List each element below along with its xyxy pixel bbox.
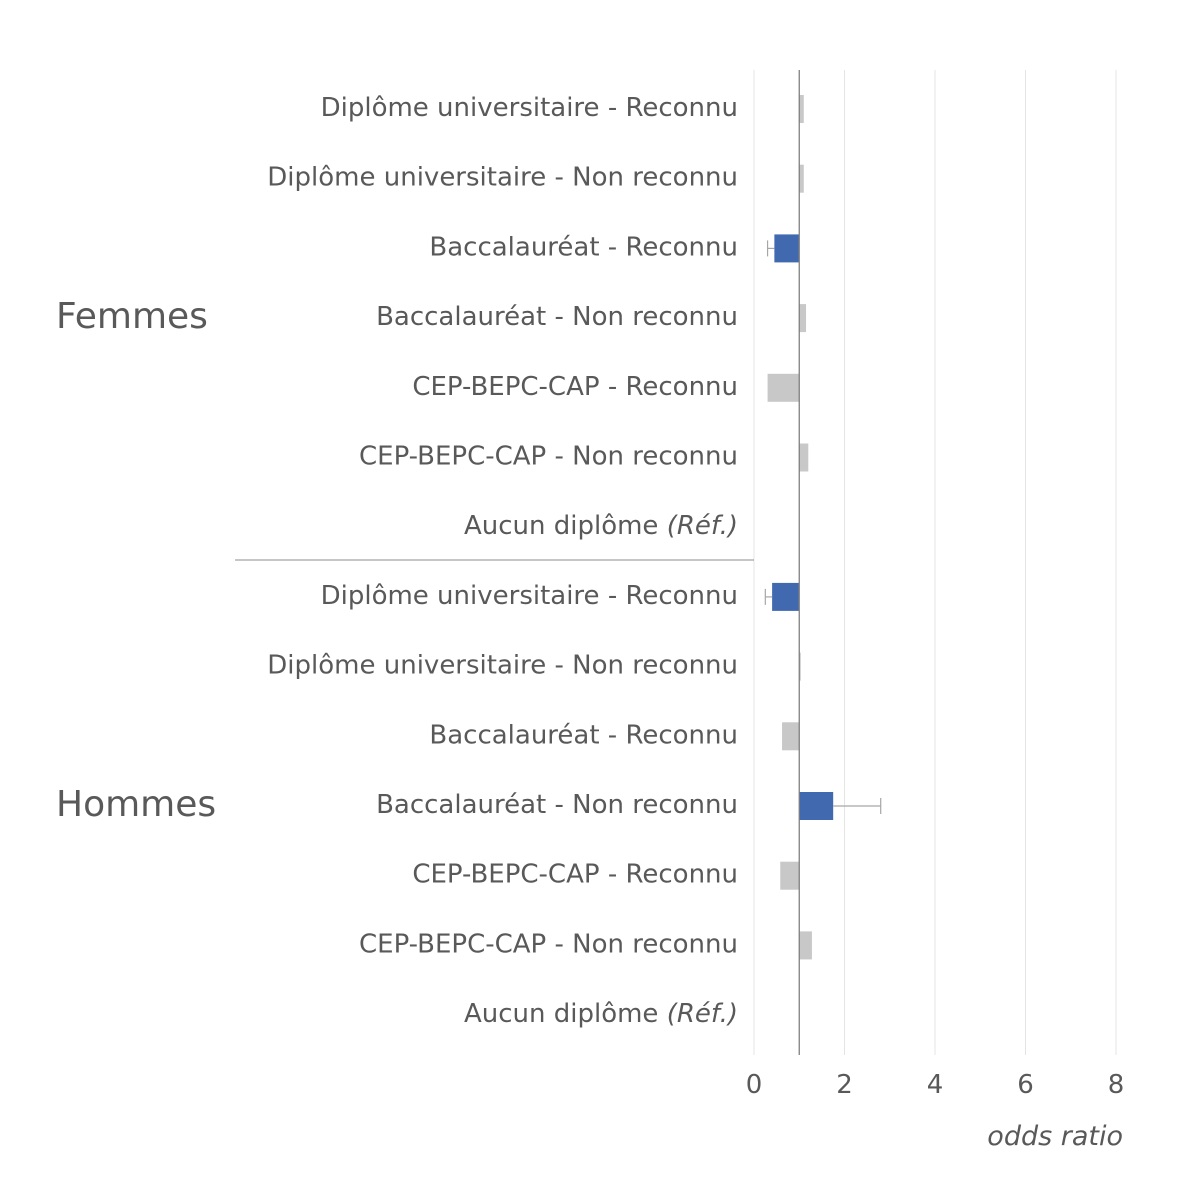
group-label-femmes: Femmes — [56, 296, 208, 337]
tick-label-8: 8 — [1108, 1070, 1125, 1100]
category-label: Aucun diplôme (Réf.) — [464, 999, 738, 1029]
category-label: CEP-BEPC-CAP - Reconnu — [412, 372, 738, 402]
bar-hommes-0 — [772, 582, 800, 611]
category-label: CEP-BEPC-CAP - Non reconnu — [359, 442, 738, 472]
group-labels: Femmes Hommes — [56, 296, 754, 825]
bar-hommes-1 — [799, 652, 801, 681]
bar-femmes-4 — [767, 373, 800, 402]
category-label: Baccalauréat - Reconnu — [429, 232, 738, 262]
category-labels: Diplôme universitaire - Reconnu Diplôme u… — [267, 93, 738, 1029]
bar-hommes-2 — [782, 722, 800, 751]
bar-femmes-3 — [799, 304, 807, 333]
bar-hommes-4 — [780, 861, 800, 890]
category-label: Diplôme universitaire - Reconnu — [321, 93, 738, 123]
bar-femmes-5 — [799, 443, 809, 472]
bar-femmes-1 — [799, 164, 804, 193]
bar-femmes-0 — [799, 95, 804, 123]
x-axis-ticks: 0 2 4 6 8 — [746, 1070, 1125, 1100]
tick-label-2: 2 — [836, 1070, 853, 1100]
category-label: Diplôme universitaire - Reconnu — [321, 581, 738, 611]
category-label: CEP-BEPC-CAP - Reconnu — [412, 860, 738, 890]
gridlines — [753, 70, 1117, 1055]
category-label: CEP-BEPC-CAP - Non reconnu — [359, 929, 738, 959]
bar-hommes-5 — [799, 931, 812, 960]
category-label: Aucun diplôme (Réf.) — [464, 511, 738, 541]
tick-label-6: 6 — [1017, 1070, 1034, 1100]
category-label: Baccalauréat - Non reconnu — [376, 790, 738, 820]
error-bars — [764, 70, 882, 1055]
tick-label-0: 0 — [746, 1070, 763, 1100]
x-axis-title: odds ratio — [987, 1121, 1123, 1152]
tick-label-4: 4 — [927, 1070, 944, 1100]
bar-femmes-2 — [774, 234, 800, 263]
group-label-hommes: Hommes — [56, 784, 216, 825]
category-label: Diplôme universitaire - Non reconnu — [267, 651, 738, 681]
bar-hommes-3 — [799, 792, 834, 820]
category-label: Baccalauréat - Reconnu — [429, 720, 738, 750]
bars — [767, 95, 834, 960]
category-label: Diplôme universitaire - Non reconnu — [267, 163, 738, 193]
category-label: Baccalauréat - Non reconnu — [376, 302, 738, 332]
